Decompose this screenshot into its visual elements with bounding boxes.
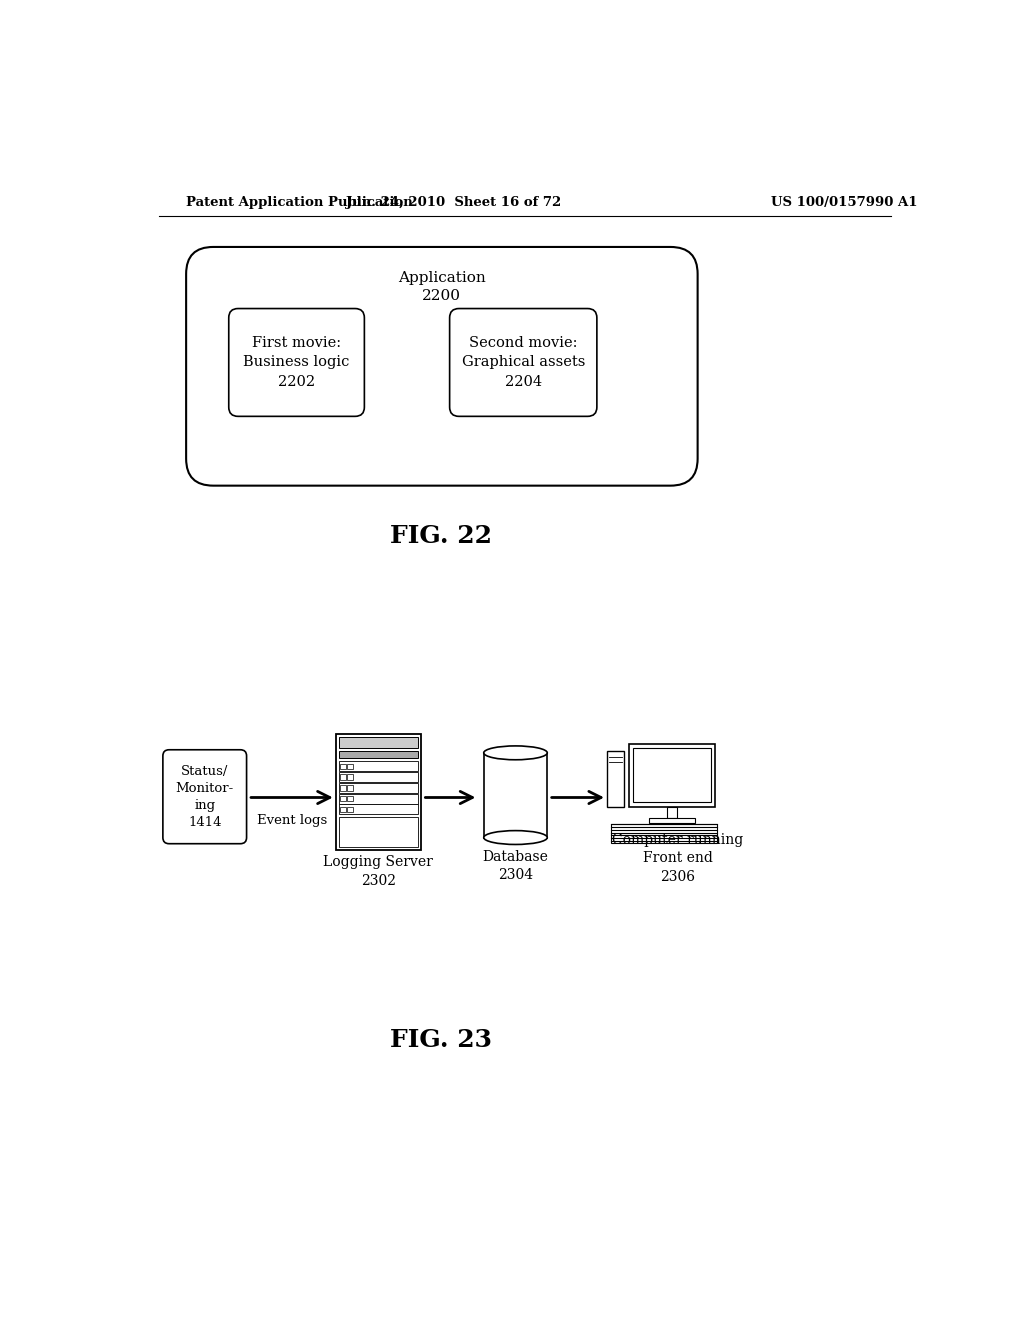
Bar: [629, 743, 716, 807]
Ellipse shape: [483, 746, 547, 760]
Bar: [339, 783, 418, 793]
Bar: [339, 804, 418, 814]
Bar: [339, 738, 418, 748]
Bar: [340, 807, 346, 812]
Bar: [347, 807, 352, 812]
Bar: [649, 817, 695, 822]
Ellipse shape: [483, 830, 547, 845]
FancyBboxPatch shape: [163, 750, 247, 843]
Bar: [611, 825, 717, 843]
Bar: [339, 772, 418, 781]
Bar: [340, 796, 346, 801]
Bar: [339, 762, 418, 771]
Text: Status/
Monitor-
ing
1414: Status/ Monitor- ing 1414: [175, 764, 233, 829]
Text: FIG. 22: FIG. 22: [390, 524, 493, 548]
Text: Second movie:
Graphical assets
2204: Second movie: Graphical assets 2204: [462, 337, 585, 389]
Bar: [336, 734, 421, 850]
Text: Jun. 24, 2010  Sheet 16 of 72: Jun. 24, 2010 Sheet 16 of 72: [346, 195, 561, 209]
Text: FIG. 23: FIG. 23: [390, 1028, 493, 1052]
Bar: [347, 775, 352, 780]
FancyBboxPatch shape: [228, 309, 365, 416]
Bar: [347, 763, 352, 770]
FancyBboxPatch shape: [450, 309, 597, 416]
Bar: [483, 752, 547, 838]
FancyBboxPatch shape: [186, 247, 697, 486]
Bar: [347, 785, 352, 791]
Bar: [668, 807, 677, 817]
Bar: [607, 751, 624, 807]
Text: Logging Server
2302: Logging Server 2302: [324, 855, 433, 887]
Text: First movie:
Business logic
2202: First movie: Business logic 2202: [244, 337, 350, 389]
Text: US 100/0157990 A1: US 100/0157990 A1: [771, 195, 918, 209]
Text: Patent Application Publication: Patent Application Publication: [186, 195, 413, 209]
Bar: [339, 793, 418, 804]
Bar: [339, 817, 418, 847]
Bar: [339, 751, 418, 758]
Bar: [340, 785, 346, 791]
Text: Database
2304: Database 2304: [482, 850, 549, 882]
Bar: [340, 775, 346, 780]
Text: Event logs: Event logs: [257, 814, 327, 828]
Bar: [633, 748, 711, 803]
Text: Computer running
Front end
2306: Computer running Front end 2306: [612, 833, 743, 883]
Bar: [347, 796, 352, 801]
Text: Application
2200: Application 2200: [398, 271, 485, 304]
Bar: [340, 763, 346, 770]
